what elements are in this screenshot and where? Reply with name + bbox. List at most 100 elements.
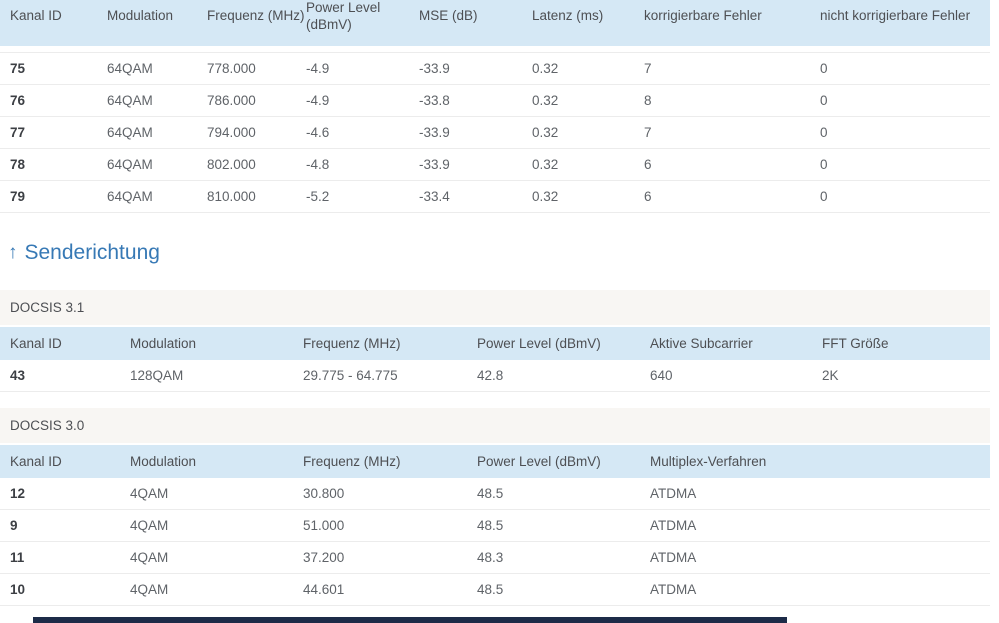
cell-frequenz: 44.601 (303, 582, 345, 597)
cell-modulation: 64QAM (107, 125, 153, 140)
cell-latenz: 0.32 (532, 189, 559, 204)
downstream-table-header: Kanal ID Modulation Frequenz (MHz) Power… (0, 0, 990, 46)
cell-nicht-korrigierbare-fehler: 0 (820, 157, 828, 172)
column-header-frequenz: Frequenz (MHz) (303, 454, 401, 469)
docsis30-table-header: Kanal ID Modulation Frequenz (MHz) Power… (0, 445, 990, 478)
section-heading-label: Senderichtung (24, 240, 160, 264)
cell-modulation: 64QAM (107, 61, 153, 76)
column-header-frequenz: Frequenz (MHz) (207, 8, 305, 23)
upstream-arrow-icon: ↑ (8, 241, 18, 263)
cell-multiplex-verfahren: ATDMA (650, 486, 697, 501)
cell-power-level: 48.5 (477, 582, 504, 597)
cell-modulation: 64QAM (107, 157, 153, 172)
cell-latenz: 0.32 (532, 125, 559, 140)
cell-modulation: 128QAM (130, 368, 184, 383)
cell-latenz: 0.32 (532, 61, 559, 76)
column-header-modulation: Modulation (107, 8, 174, 23)
cell-latenz: 0.32 (532, 93, 559, 108)
column-header-latenz: Latenz (ms) (532, 8, 604, 23)
docsis30-table: DOCSIS 3.0 Kanal ID Modulation Frequenz … (0, 408, 990, 606)
cell-modulation: 4QAM (130, 486, 169, 501)
cell-power-level: 48.5 (477, 486, 504, 501)
cell-kanal-id: 79 (10, 189, 26, 204)
table-row: 75 64QAM 778.000 -4.9 -33.9 0.32 7 0 (0, 53, 990, 85)
cell-korrigierbare-fehler: 7 (644, 61, 652, 76)
cell-korrigierbare-fehler: 7 (644, 125, 652, 140)
table-row: 9 4QAM 51.000 48.5 ATDMA (0, 510, 990, 542)
table-row: 77 64QAM 794.000 -4.6 -33.9 0.32 7 0 (0, 117, 990, 149)
cell-nicht-korrigierbare-fehler: 0 (820, 61, 828, 76)
cell-modulation: 4QAM (130, 518, 169, 533)
cell-frequenz: 51.000 (303, 518, 345, 533)
cell-multiplex-verfahren: ATDMA (650, 518, 697, 533)
cell-frequenz: 30.800 (303, 486, 345, 501)
cell-frequenz: 794.000 (207, 125, 256, 140)
cell-kanal-id: 76 (10, 93, 26, 108)
column-header-multiplex-verfahren: Multiplex-Verfahren (650, 454, 767, 469)
cell-modulation: 4QAM (130, 550, 169, 565)
column-header-mse: MSE (dB) (419, 8, 478, 23)
cell-kanal-id: 9 (10, 518, 18, 533)
cell-korrigierbare-fehler: 6 (644, 157, 652, 172)
cell-power-level: -4.9 (306, 93, 330, 108)
cell-kanal-id: 43 (10, 368, 26, 383)
column-header-modulation: Modulation (130, 336, 197, 351)
cell-korrigierbare-fehler: 8 (644, 93, 652, 108)
table-row: 10 4QAM 44.601 48.5 ATDMA (0, 574, 990, 606)
cell-nicht-korrigierbare-fehler: 0 (820, 93, 828, 108)
cell-kanal-id: 77 (10, 125, 26, 140)
cell-mse: -33.9 (419, 157, 450, 172)
cell-power-level: 42.8 (477, 368, 504, 383)
footer-bar (33, 617, 787, 623)
cell-kanal-id: 75 (10, 61, 26, 76)
cell-mse: -33.4 (419, 189, 450, 204)
table-row: 12 4QAM 30.800 48.5 ATDMA (0, 478, 990, 510)
cell-power-level: -4.6 (306, 125, 330, 140)
cell-modulation: 64QAM (107, 189, 153, 204)
docsis31-section-band: DOCSIS 3.1 (0, 290, 990, 325)
cell-latenz: 0.32 (532, 157, 559, 172)
cell-multiplex-verfahren: ATDMA (650, 550, 697, 565)
table-row: 79 64QAM 810.000 -5.2 -33.4 0.32 6 0 (0, 181, 990, 213)
table-row: 43 128QAM 29.775 - 64.775 42.8 640 2K (0, 360, 990, 392)
cell-power-level: -4.8 (306, 157, 330, 172)
cell-multiplex-verfahren: ATDMA (650, 582, 697, 597)
cell-nicht-korrigierbare-fehler: 0 (820, 189, 828, 204)
cell-aktive-subcarrier: 640 (650, 368, 673, 383)
column-header-fft-groesse: FFT Größe (822, 336, 889, 351)
cell-korrigierbare-fehler: 6 (644, 189, 652, 204)
docsis31-section-label: DOCSIS 3.1 (10, 300, 85, 315)
column-header-frequenz: Frequenz (MHz) (303, 336, 401, 351)
cell-mse: -33.9 (419, 61, 450, 76)
docsis31-table: DOCSIS 3.1 Kanal ID Modulation Frequenz … (0, 290, 990, 392)
cell-kanal-id: 10 (10, 582, 26, 597)
cell-mse: -33.9 (419, 125, 450, 140)
downstream-table-body: 75 64QAM 778.000 -4.9 -33.9 0.32 7 0 76 … (0, 52, 990, 213)
cell-power-level: -4.9 (306, 61, 330, 76)
cell-modulation: 64QAM (107, 93, 153, 108)
column-header-kanal-id: Kanal ID (10, 8, 62, 23)
column-header-power-level: Power Level (dBmV) (477, 454, 601, 469)
docsis30-section-band: DOCSIS 3.0 (0, 408, 990, 443)
column-header-kanal-id: Kanal ID (10, 336, 62, 351)
cell-modulation: 4QAM (130, 582, 169, 597)
section-heading-senderichtung: ↑ Senderichtung (8, 238, 999, 267)
column-header-aktive-subcarrier: Aktive Subcarrier (650, 336, 753, 351)
cell-kanal-id: 78 (10, 157, 26, 172)
cell-frequenz: 802.000 (207, 157, 256, 172)
cell-frequenz: 786.000 (207, 93, 256, 108)
cell-power-level: 48.5 (477, 518, 504, 533)
column-header-korrigierbare-fehler: korrigierbare Fehler (644, 8, 762, 23)
cell-fft-groesse: 2K (822, 368, 839, 383)
cell-mse: -33.8 (419, 93, 450, 108)
column-header-power-level: Power Level (dBmV) (477, 336, 601, 351)
cell-power-level: -5.2 (306, 189, 330, 204)
cell-power-level: 48.3 (477, 550, 504, 565)
table-row: 76 64QAM 786.000 -4.9 -33.8 0.32 8 0 (0, 85, 990, 117)
column-header-power-level: Power Level (dBmV) (306, 0, 381, 32)
table-row: 11 4QAM 37.200 48.3 ATDMA (0, 542, 990, 574)
cell-kanal-id: 11 (10, 550, 25, 565)
cell-frequenz: 29.775 - 64.775 (303, 368, 398, 383)
cell-frequenz: 37.200 (303, 550, 345, 565)
